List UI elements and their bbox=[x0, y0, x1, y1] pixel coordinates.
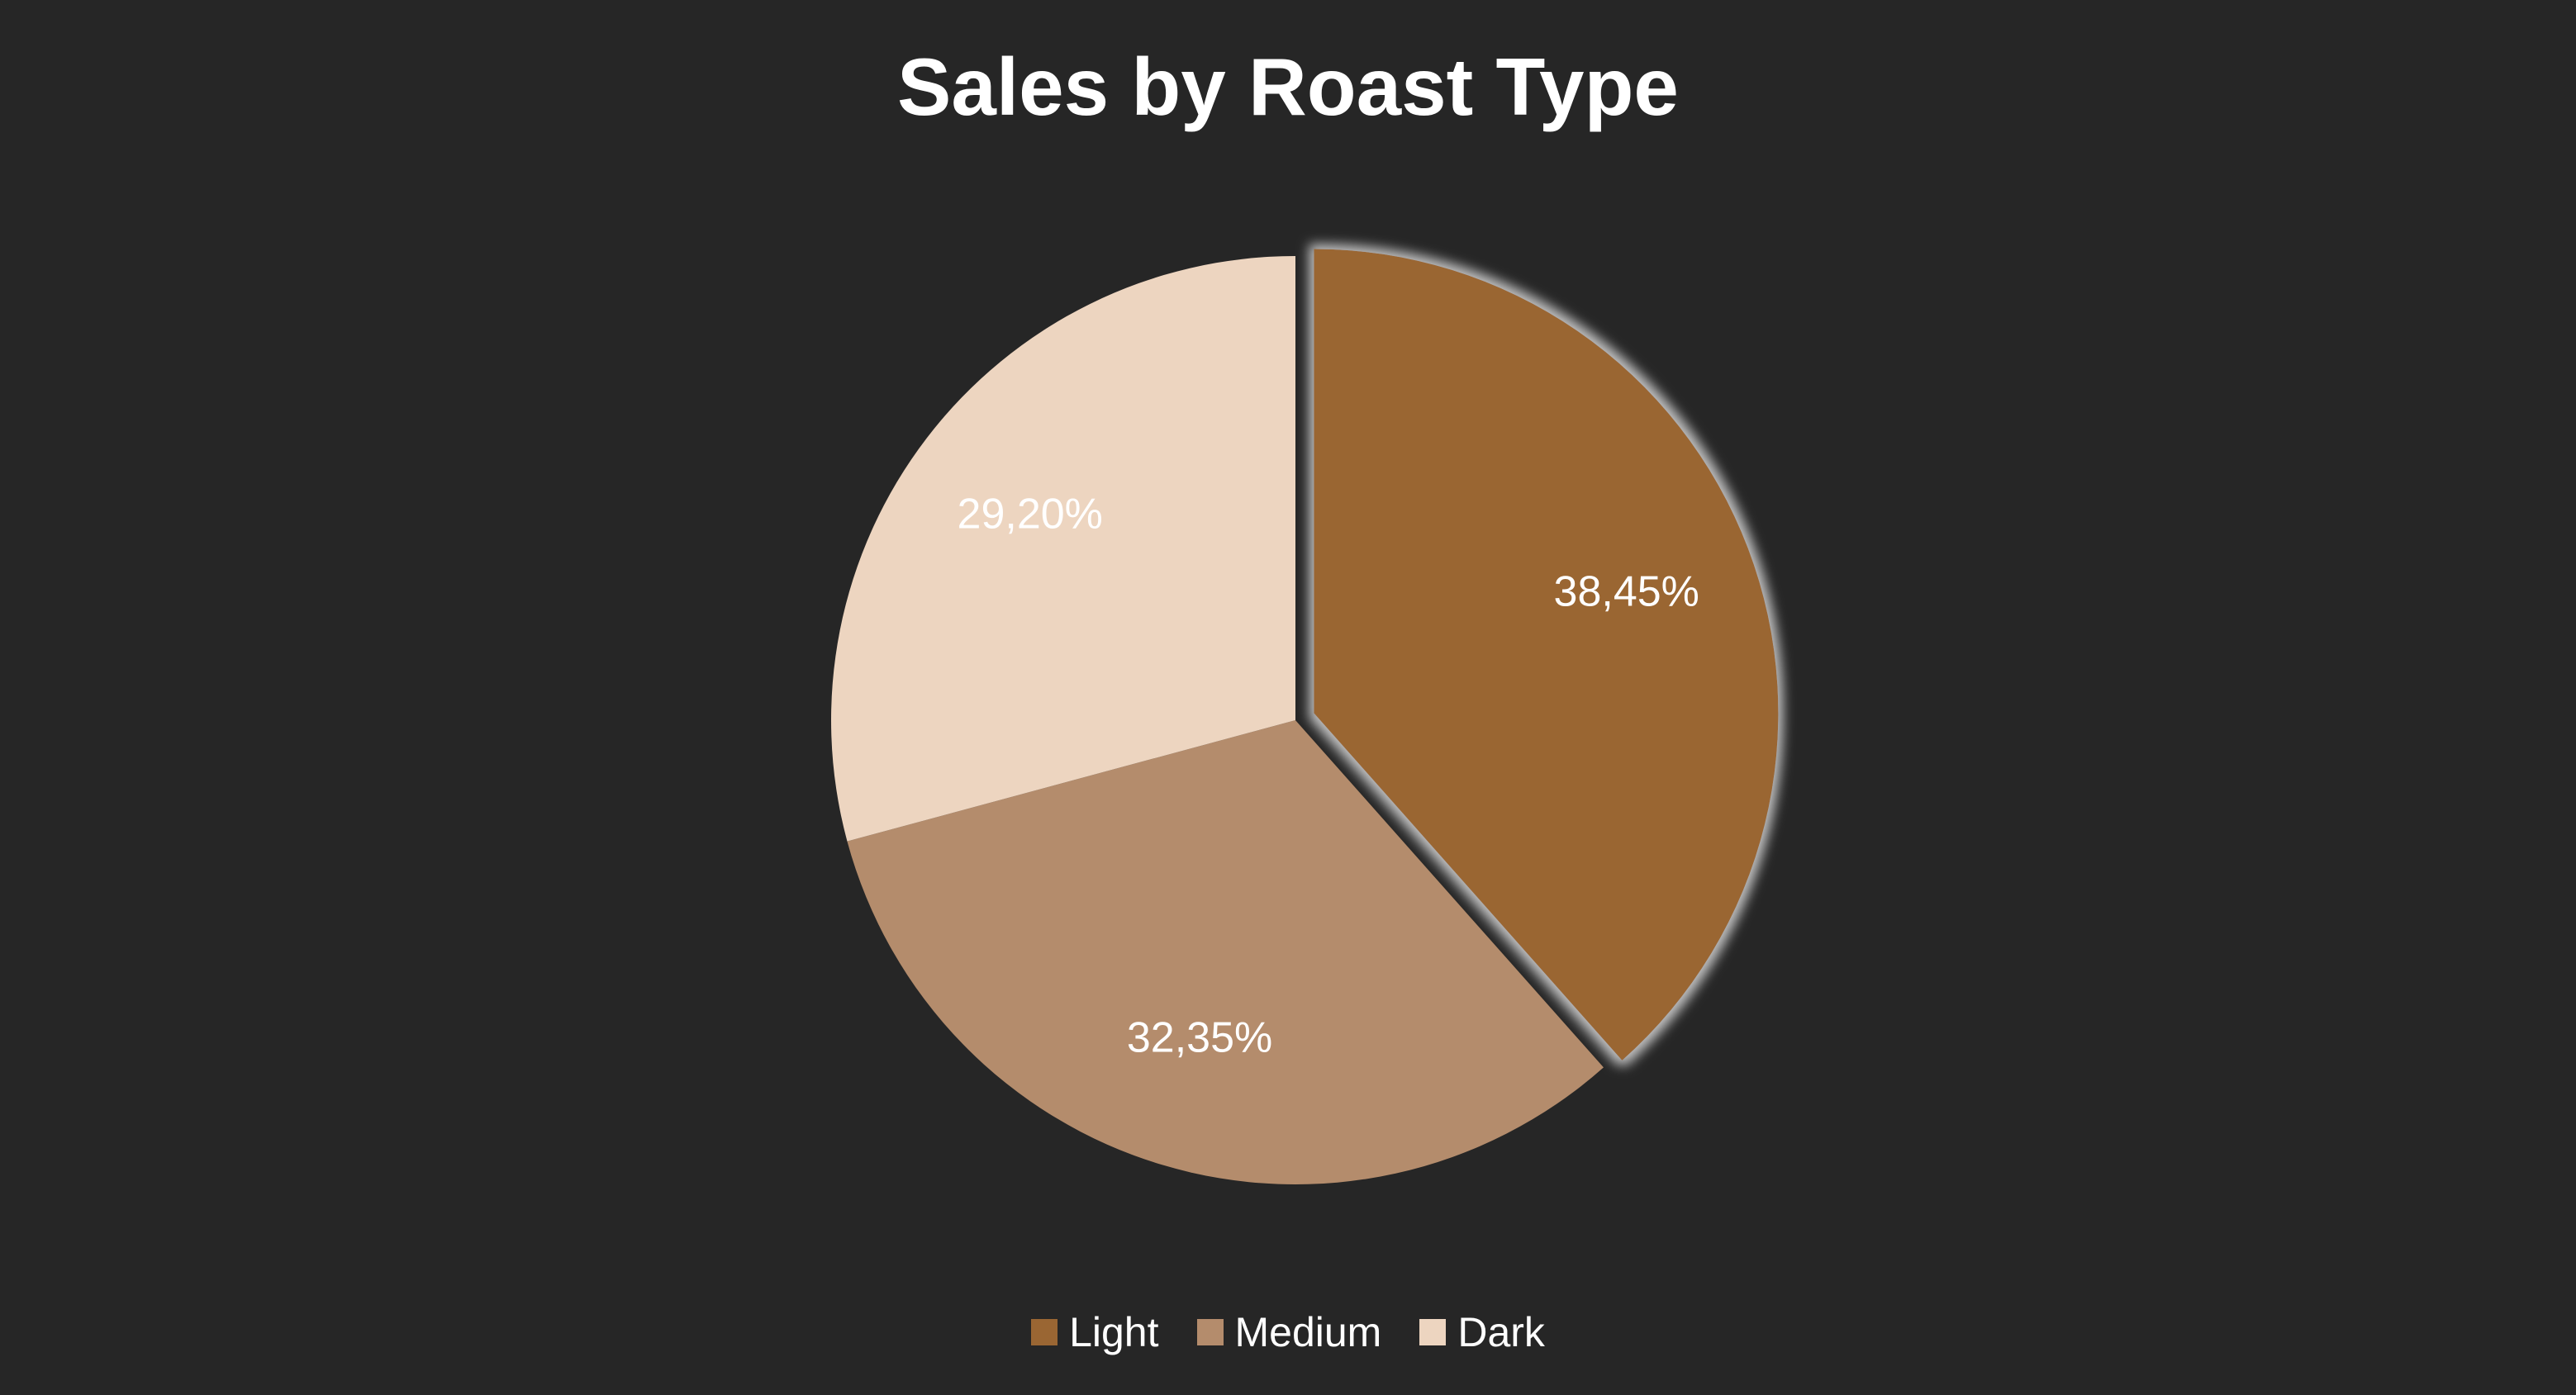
data-label-light: 38,45% bbox=[1554, 568, 1699, 616]
legend-swatch-medium bbox=[1196, 1319, 1224, 1345]
pie-data-labels: 38,45% 32,35% 29,20% bbox=[958, 491, 1699, 1062]
data-label-medium: 32,35% bbox=[1127, 1013, 1272, 1061]
legend-item-medium[interactable]: Medium bbox=[1196, 1307, 1382, 1357]
legend-item-light[interactable]: Light bbox=[1031, 1307, 1159, 1357]
legend-label-light: Light bbox=[1069, 1309, 1159, 1355]
legend-label-medium: Medium bbox=[1234, 1309, 1382, 1355]
pie-slice-dark[interactable] bbox=[831, 256, 1295, 842]
legend-item-dark[interactable]: Dark bbox=[1419, 1307, 1545, 1357]
pie-slices bbox=[831, 249, 1779, 1184]
legend: Light Medium Dark bbox=[0, 1303, 2576, 1361]
pie-slice-light[interactable] bbox=[1314, 249, 1779, 1060]
pie-slice-medium[interactable] bbox=[847, 720, 1604, 1184]
legend-swatch-dark bbox=[1419, 1319, 1447, 1345]
legend-label-dark: Dark bbox=[1457, 1309, 1545, 1355]
data-label-dark: 29,20% bbox=[958, 491, 1103, 539]
legend-swatch-light bbox=[1031, 1319, 1058, 1345]
chart-title: Sales by Roast Type bbox=[897, 41, 1679, 132]
